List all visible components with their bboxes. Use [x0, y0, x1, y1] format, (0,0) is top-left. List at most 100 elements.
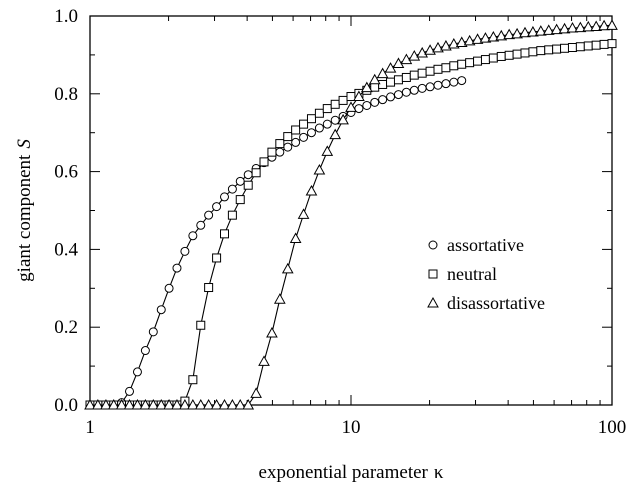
data-point-disassortative: [273, 293, 286, 304]
data-point-disassortative: [550, 23, 563, 35]
data-point-assortative: [449, 77, 459, 87]
data-point-neutral: [512, 49, 522, 59]
data-point-neutral: [575, 42, 585, 52]
data-point-disassortative: [392, 57, 405, 68]
data-point-neutral: [306, 114, 316, 124]
y-tick-label: 1.0: [54, 6, 78, 27]
data-point-neutral: [235, 195, 245, 205]
data-point-disassortative: [179, 398, 191, 410]
data-point-neutral: [496, 51, 506, 61]
legend: assortative neutral disassortative: [427, 235, 545, 313]
x-tick-label: 1: [85, 417, 95, 438]
tick-labels: 0.0 0.2 0.4 0.6 0.8 1.0 1 10 100: [54, 6, 626, 438]
data-point-neutral: [457, 59, 467, 69]
data-point-assortative: [196, 220, 206, 230]
data-point-disassortative: [542, 24, 555, 35]
data-point-disassortative: [281, 262, 294, 274]
data-point-disassortative: [155, 398, 168, 410]
data-point-assortative: [164, 283, 174, 293]
data-point-disassortative: [455, 36, 468, 47]
data-point-assortative: [275, 147, 285, 157]
data-point-neutral: [204, 283, 214, 293]
data-point-disassortative: [408, 50, 421, 61]
data-point-assortative: [401, 87, 411, 97]
legend-label-assortative: assortative: [447, 235, 524, 255]
data-point-assortative: [212, 202, 222, 212]
data-point-disassortative: [250, 387, 262, 398]
data-point-neutral: [599, 39, 609, 49]
data-point-neutral: [314, 108, 324, 118]
data-point-disassortative: [131, 398, 144, 410]
data-point-neutral: [591, 40, 601, 50]
y-tick-label: 0.0: [54, 395, 78, 416]
data-point-neutral: [401, 72, 411, 82]
data-point-disassortative: [440, 39, 452, 51]
data-point-assortative: [417, 83, 427, 93]
y-tick-label: 0.6: [54, 162, 78, 183]
data-point-disassortative: [100, 398, 112, 410]
data-point-disassortative: [582, 20, 595, 32]
data-point-disassortative: [194, 398, 207, 410]
data-point-neutral: [196, 320, 206, 330]
data-point-disassortative: [266, 327, 278, 338]
data-point-neutral: [370, 82, 380, 92]
data-point-assortative: [378, 95, 388, 105]
data-point-neutral: [378, 79, 388, 89]
data-point-neutral: [346, 92, 356, 102]
data-point-disassortative: [534, 25, 547, 36]
data-point-disassortative: [519, 26, 531, 38]
data-point-neutral: [449, 61, 459, 71]
data-point-neutral: [275, 139, 285, 149]
data-point-disassortative: [226, 398, 239, 410]
data-point-disassortative: [463, 34, 476, 46]
data-point-disassortative: [337, 113, 349, 125]
series-neutral: [85, 39, 617, 410]
data-point-assortative: [457, 76, 467, 86]
x-axis-label: exponential parameter κ: [259, 462, 444, 483]
series-line-disassortative: [90, 24, 613, 406]
legend-marker-neutral: [428, 269, 438, 279]
data-point-disassortative: [147, 398, 160, 410]
series-assortative: [85, 76, 467, 410]
x-tick-label: 100: [598, 417, 627, 438]
data-point-neutral: [560, 43, 570, 53]
data-point-disassortative: [242, 398, 255, 410]
data-point-disassortative: [123, 398, 136, 410]
data-point-neutral: [322, 104, 332, 114]
data-point-disassortative: [329, 128, 342, 140]
data-point-assortative: [220, 192, 230, 202]
data-point-disassortative: [305, 185, 318, 196]
data-point-disassortative: [202, 398, 215, 410]
data-point-disassortative: [163, 398, 175, 410]
data-point-disassortative: [345, 101, 357, 112]
data-point-disassortative: [171, 398, 183, 410]
data-point-assortative: [330, 115, 340, 125]
legend-label-disassortative: disassortative: [447, 293, 545, 313]
data-point-neutral: [267, 147, 277, 157]
data-point-disassortative: [353, 90, 365, 102]
data-point-disassortative: [574, 21, 587, 33]
legend-label-neutral: neutral: [447, 264, 497, 284]
y-tick-label: 0.8: [54, 84, 78, 105]
data-point-disassortative: [258, 355, 270, 366]
data-point-neutral: [299, 119, 309, 129]
data-point-assortative: [370, 97, 380, 107]
data-point-assortative: [306, 128, 316, 138]
data-point-neutral: [465, 58, 475, 68]
y-axis-label: giant componentS: [14, 139, 35, 282]
plot-frame: [89, 15, 613, 406]
data-point-disassortative: [115, 398, 128, 410]
data-point-assortative: [204, 210, 214, 220]
data-point-disassortative: [606, 19, 618, 30]
data-point-disassortative: [400, 53, 413, 65]
data-point-neutral: [552, 44, 562, 54]
series-disassortative: [84, 19, 618, 410]
x-tick-label: 10: [342, 417, 361, 438]
data-point-neutral: [243, 180, 253, 190]
data-point-assortative: [283, 142, 293, 152]
data-point-assortative: [148, 327, 158, 337]
data-point-neutral: [520, 48, 530, 58]
data-point-disassortative: [432, 41, 444, 53]
data-point-disassortative: [503, 28, 516, 40]
data-point-neutral: [212, 253, 222, 263]
